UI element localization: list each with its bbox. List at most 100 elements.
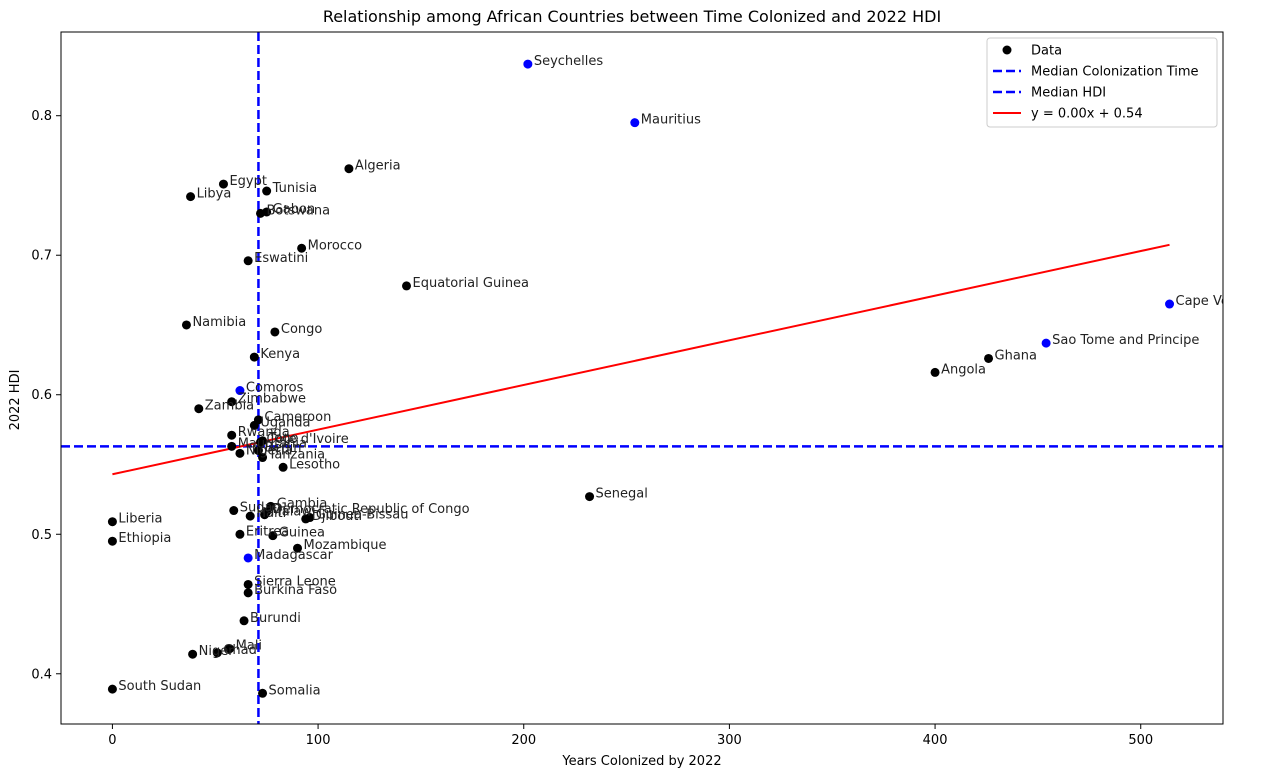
- point-label: Ethiopia: [118, 531, 171, 546]
- x-tick-label: 400: [923, 733, 948, 748]
- legend-marker: [1002, 45, 1012, 55]
- point-label: Haiti: [256, 506, 286, 521]
- data-point: [225, 644, 235, 654]
- data-point: [630, 118, 640, 128]
- point-label: Zimbabwe: [238, 392, 306, 407]
- data-point: [243, 553, 253, 563]
- point-label: Comoros: [246, 381, 304, 396]
- data-point: [253, 446, 263, 456]
- data-point: [984, 353, 994, 363]
- data-point: [235, 529, 245, 539]
- point-label: Gambia: [277, 496, 328, 511]
- x-tick-label: 300: [717, 733, 742, 748]
- data-point: [107, 517, 117, 527]
- point-label: Djibouti: [312, 509, 362, 524]
- point-label: Sudan: [240, 501, 281, 516]
- point-label: Togo: [268, 431, 299, 446]
- data-point: [227, 441, 237, 451]
- data-point: [243, 579, 253, 589]
- data-point: [258, 453, 268, 463]
- data-point: [239, 616, 249, 626]
- point-label: Ghana: [995, 348, 1038, 363]
- point-label: Mali: [236, 639, 262, 654]
- data-point: [243, 588, 253, 598]
- data-point: [523, 59, 533, 69]
- point-label: Angola: [941, 362, 986, 377]
- data-point: [344, 164, 354, 174]
- point-label: South Sudan: [118, 679, 201, 694]
- x-axis-label: Years Colonized by 2022: [561, 754, 721, 769]
- point-label: Eritrea: [246, 524, 289, 539]
- point-label: Seychelles: [534, 54, 604, 69]
- point-label: Egypt: [229, 174, 267, 189]
- y-tick-label: 0.6: [31, 388, 52, 403]
- point-label: Madagascar: [254, 548, 334, 563]
- data-point: [188, 649, 198, 659]
- point-label: Algeria: [355, 159, 401, 174]
- point-label: Lesotho: [289, 457, 340, 472]
- data-point: [270, 327, 280, 337]
- point-label: Mozambique: [304, 538, 387, 553]
- data-point: [262, 186, 272, 196]
- point-label: Congo: [281, 322, 323, 337]
- point-label: Somalia: [269, 683, 321, 698]
- data-point: [194, 404, 204, 414]
- point-label: Guinea: [279, 526, 325, 541]
- legend-label: Median Colonization Time: [1031, 65, 1199, 80]
- plot-area: 0 100 200 300 400 500 0.4 0.5 0.6 0.7 0.8 Seychelle…: [31, 31, 1224, 748]
- data-point: [218, 179, 228, 189]
- data-point: [235, 386, 245, 396]
- data-point: [249, 420, 259, 430]
- point-label: Democratic Republic of Congo: [273, 502, 470, 517]
- data-point: [249, 352, 259, 362]
- data-point: [585, 492, 595, 502]
- point-label: Namibia: [192, 315, 246, 330]
- data-point: [1041, 338, 1051, 348]
- data-point: [229, 506, 239, 516]
- point-label: Malawi: [271, 505, 316, 520]
- point-label: Benin: [264, 441, 301, 456]
- point-label: Sierra Leone: [254, 574, 336, 589]
- data-point: [245, 511, 255, 521]
- plot-content: Seychelles Mauritius Algeria Egypt Tunisia Li…: [61, 32, 1223, 724]
- point-label: Liberia: [118, 512, 162, 527]
- data-point: [301, 514, 311, 524]
- point-label: Cameroon: [264, 410, 331, 425]
- point-label: Rwanda: [238, 425, 290, 440]
- data-point: [268, 531, 278, 541]
- point-label: Sao Tome and Principe: [1052, 333, 1199, 348]
- data-point: [186, 192, 196, 202]
- data-point: [258, 688, 268, 698]
- y-axis-label: 2022 HDI: [8, 370, 23, 431]
- legend-label: Data: [1031, 44, 1062, 59]
- point-label: Uganda: [260, 415, 310, 430]
- x-tick-label: 200: [511, 733, 536, 748]
- x-tick-label: 100: [306, 733, 331, 748]
- point-label: Tanzania: [268, 448, 326, 463]
- point-label: Tunisia: [272, 181, 317, 196]
- data-point: [107, 684, 117, 694]
- point-label: Burkina Faso: [254, 583, 337, 598]
- point-label: Niger: [199, 644, 235, 659]
- point-label: Guinea-Bissau: [316, 508, 409, 523]
- data-point: [262, 207, 272, 217]
- legend: Data Median Colonization Time Median HDI y …: [986, 37, 1218, 128]
- data-point: [260, 510, 270, 520]
- x-tick-label: 500: [1128, 733, 1153, 748]
- legend-label: y = 0.00x + 0.54: [1031, 107, 1143, 122]
- point-label: Morocco: [308, 238, 362, 253]
- y-tick-label: 0.5: [31, 528, 52, 543]
- point-label: Eswatini: [254, 251, 308, 266]
- data-point: [278, 462, 288, 472]
- data-point: [212, 648, 222, 658]
- y-tick-label: 0.7: [31, 249, 52, 264]
- point-label: Kenya: [260, 347, 300, 362]
- regression-line: [112, 243, 1170, 476]
- legend-label: Median HDI: [1031, 86, 1106, 101]
- data-point: [1165, 299, 1175, 309]
- point-label: Equatorial Guinea: [413, 276, 530, 291]
- data-point: [297, 243, 307, 253]
- point-label: Chad: [223, 643, 257, 658]
- y-tick-label: 0.4: [31, 667, 52, 682]
- y-tick-label: 0.8: [31, 109, 52, 124]
